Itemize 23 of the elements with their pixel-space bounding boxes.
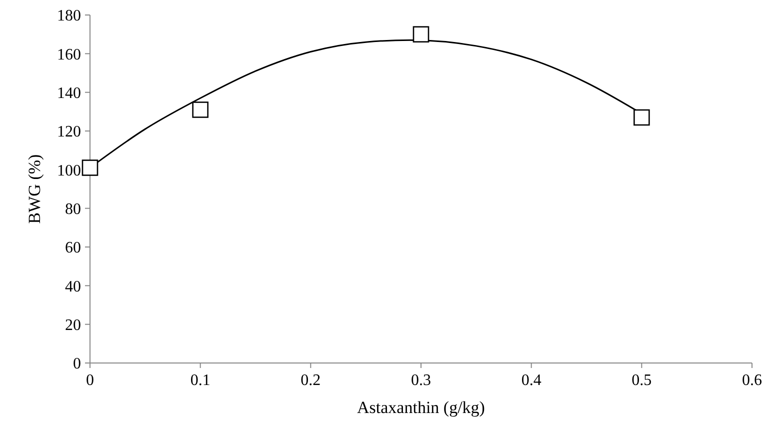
y-axis-title: BWG (%) bbox=[25, 154, 44, 224]
y-tick-label: 40 bbox=[65, 278, 81, 296]
x-axis-title: Astaxanthin (g/kg) bbox=[357, 398, 485, 417]
y-tick-label: 180 bbox=[57, 8, 81, 25]
y-tick-label: 20 bbox=[65, 316, 81, 334]
y-tick-label: 60 bbox=[65, 240, 81, 257]
y-tick-label: 80 bbox=[65, 200, 81, 218]
y-tick-label: 100 bbox=[57, 162, 81, 180]
y-tick-label: 120 bbox=[57, 124, 81, 141]
x-tick-label: 0 bbox=[86, 372, 94, 389]
point bbox=[412, 26, 430, 42]
point bbox=[634, 109, 650, 126]
point bbox=[82, 160, 98, 176]
x-tick-label: 0.4 bbox=[521, 372, 542, 389]
x-tick-label: 0.5 bbox=[632, 372, 652, 389]
y-tick-label: 160 bbox=[57, 46, 81, 64]
point bbox=[192, 102, 208, 118]
y-tick-label: 0 bbox=[73, 356, 81, 373]
y-tick-label: 140 bbox=[57, 84, 81, 102]
x-tick-label: 0.6 bbox=[742, 372, 762, 389]
x-tick-label: 0.3 bbox=[411, 372, 431, 389]
x-tick-label: 0.2 bbox=[300, 372, 321, 389]
x-tick-label: 0.1 bbox=[190, 372, 210, 389]
